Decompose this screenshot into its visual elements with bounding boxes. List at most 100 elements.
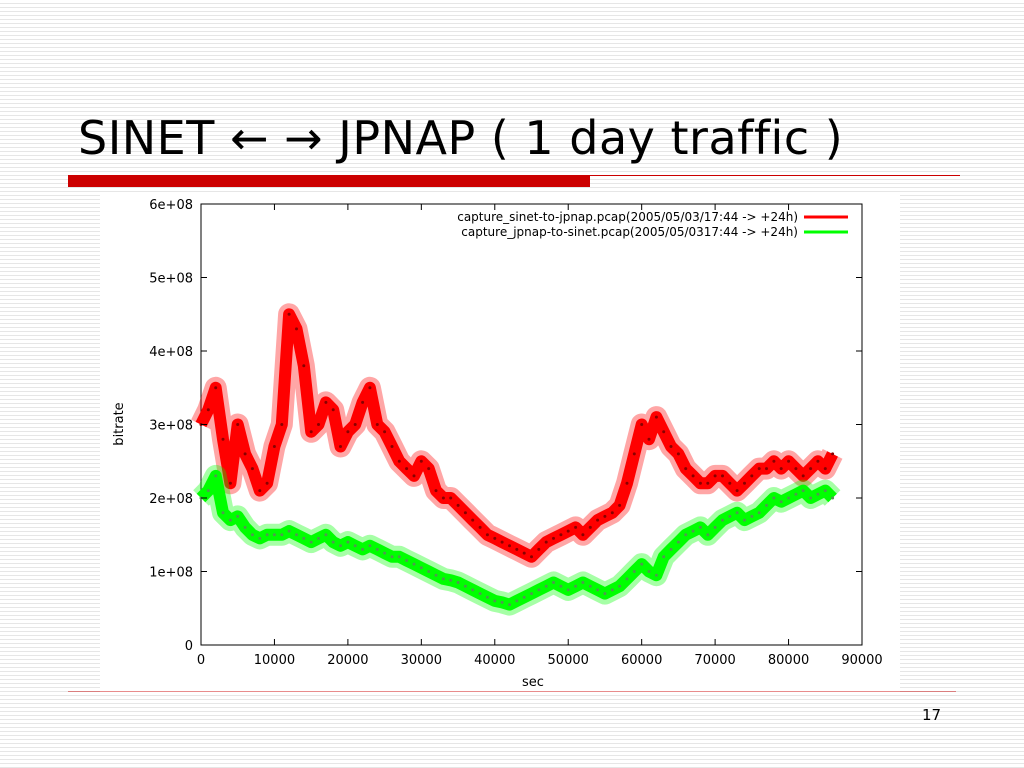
footer-divider-line <box>68 691 956 692</box>
page-number: 17 <box>922 706 942 724</box>
data-point <box>831 452 835 456</box>
data-point <box>287 529 291 533</box>
data-point <box>610 588 614 592</box>
data-point <box>706 481 710 485</box>
y-tick-label: 3e+08 <box>149 419 193 434</box>
data-point <box>463 584 467 588</box>
data-point <box>368 544 372 548</box>
data-point <box>339 445 342 448</box>
data-point <box>537 588 541 592</box>
data-point <box>324 533 328 537</box>
data-point <box>728 514 732 518</box>
data-point <box>632 452 636 456</box>
x-tick-label: 0 <box>197 653 205 668</box>
data-point <box>772 459 776 463</box>
data-point <box>662 555 666 559</box>
data-point <box>735 511 739 515</box>
data-point <box>787 459 791 463</box>
data-point <box>515 547 519 551</box>
data-point <box>530 592 533 596</box>
data-point <box>713 525 717 529</box>
data-point <box>427 570 431 573</box>
data-point <box>272 533 276 537</box>
data-point <box>779 500 783 504</box>
data-point <box>250 533 254 537</box>
data-point <box>228 518 232 522</box>
data-point <box>236 423 240 426</box>
data-point <box>243 525 247 529</box>
data-point <box>801 489 805 493</box>
data-point <box>809 467 813 471</box>
data-point <box>618 584 622 588</box>
data-point <box>353 423 357 426</box>
data-point <box>493 536 497 540</box>
y-tick-label: 2e+08 <box>149 492 193 507</box>
data-point <box>765 467 768 471</box>
data-point <box>331 408 335 412</box>
tick-layer: 0 10000 20000 30000 40000 50000 60000 70000 8000… <box>149 198 882 668</box>
data-point <box>537 547 541 551</box>
x-tick-label: 60000 <box>621 653 662 668</box>
data-point <box>706 533 710 537</box>
data-point <box>640 423 644 426</box>
data-point <box>588 584 592 588</box>
title-divider-line <box>590 175 960 176</box>
data-point <box>250 467 254 471</box>
data-point <box>478 525 482 529</box>
data-point <box>684 467 688 471</box>
data-point <box>809 496 813 500</box>
data-point <box>471 588 475 592</box>
data-point <box>588 525 592 529</box>
data-point <box>559 533 563 537</box>
data-point <box>816 492 820 496</box>
data-point <box>801 474 805 478</box>
data-point <box>397 555 401 559</box>
data-point <box>772 496 776 500</box>
data-point <box>434 489 438 493</box>
data-point <box>500 540 504 544</box>
data-point <box>405 559 409 562</box>
data-point <box>750 514 754 518</box>
data-point <box>434 573 438 577</box>
data-point <box>419 459 423 463</box>
data-point <box>566 529 570 533</box>
data-point <box>647 437 651 441</box>
y-tick-label: 1e+08 <box>149 566 193 581</box>
data-point <box>390 445 394 448</box>
data-point <box>831 496 835 500</box>
y-tick-label: 5e+08 <box>149 272 193 287</box>
x-tick-label: 80000 <box>768 653 809 668</box>
data-point <box>478 592 482 596</box>
x-tick-label: 30000 <box>401 653 442 668</box>
data-point <box>419 566 423 570</box>
data-point <box>361 400 365 404</box>
data-point <box>669 445 673 448</box>
data-point <box>713 474 717 478</box>
data-point <box>669 547 673 551</box>
data-point <box>375 423 379 426</box>
data-point <box>427 467 431 471</box>
data-point <box>508 544 511 548</box>
data-point <box>500 600 504 604</box>
data-point <box>743 518 746 522</box>
legend-label-green: capture_jpnap-to-sinet.pcap(2005/05/0317… <box>461 225 798 239</box>
data-point <box>508 603 511 607</box>
legend-label-red: capture_sinet-to-jpnap.pcap(2005/05/03/1… <box>457 210 798 224</box>
data-point <box>544 540 548 544</box>
data-point <box>258 536 262 540</box>
data-point <box>463 511 467 515</box>
y-tick-label: 0 <box>185 639 193 654</box>
data-point <box>757 467 761 471</box>
data-point <box>757 511 761 515</box>
data-point <box>676 540 680 544</box>
data-point <box>456 581 460 584</box>
data-point <box>295 327 298 331</box>
data-point <box>698 525 702 529</box>
data-point <box>405 467 409 471</box>
x-tick-label: 40000 <box>474 653 515 668</box>
data-point <box>346 540 350 544</box>
data-point <box>258 489 262 493</box>
data-point <box>603 592 607 596</box>
data-point <box>574 584 578 588</box>
data-point <box>530 555 533 559</box>
